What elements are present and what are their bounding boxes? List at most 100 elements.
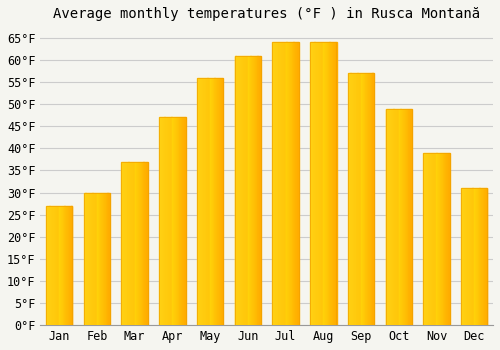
Bar bbox=[441, 153, 442, 325]
Bar bbox=[486, 188, 488, 325]
Bar bbox=[100, 193, 102, 325]
Bar bbox=[436, 153, 438, 325]
Bar bbox=[334, 42, 336, 325]
Bar bbox=[145, 162, 146, 325]
Bar bbox=[220, 78, 222, 325]
Bar bbox=[439, 153, 440, 325]
Bar bbox=[212, 78, 214, 325]
Bar bbox=[366, 73, 367, 325]
Bar bbox=[90, 193, 91, 325]
Bar bbox=[462, 188, 464, 325]
Bar bbox=[56, 206, 58, 325]
Bar bbox=[370, 73, 372, 325]
Bar bbox=[333, 42, 334, 325]
Bar bbox=[138, 162, 139, 325]
Bar bbox=[54, 206, 55, 325]
Bar bbox=[86, 193, 88, 325]
Bar bbox=[428, 153, 430, 325]
Bar bbox=[126, 162, 128, 325]
Bar bbox=[370, 73, 371, 325]
Bar bbox=[398, 108, 400, 325]
Bar bbox=[356, 73, 358, 325]
Bar bbox=[446, 153, 447, 325]
Bar bbox=[106, 193, 108, 325]
Bar bbox=[272, 42, 299, 325]
Bar bbox=[296, 42, 297, 325]
Bar bbox=[480, 188, 482, 325]
Bar bbox=[359, 73, 360, 325]
Bar bbox=[88, 193, 89, 325]
Bar bbox=[295, 42, 296, 325]
Bar bbox=[248, 56, 250, 325]
Bar bbox=[364, 73, 366, 325]
Bar bbox=[386, 108, 388, 325]
Bar bbox=[84, 193, 86, 325]
Bar bbox=[476, 188, 477, 325]
Bar bbox=[358, 73, 360, 325]
Bar bbox=[69, 206, 70, 325]
Bar bbox=[434, 153, 436, 325]
Bar bbox=[290, 42, 291, 325]
Bar bbox=[431, 153, 432, 325]
Bar bbox=[216, 78, 217, 325]
Bar bbox=[470, 188, 472, 325]
Bar bbox=[95, 193, 96, 325]
Bar bbox=[467, 188, 468, 325]
Bar bbox=[475, 188, 476, 325]
Bar bbox=[254, 56, 255, 325]
Bar bbox=[482, 188, 483, 325]
Bar bbox=[94, 193, 95, 325]
Bar bbox=[311, 42, 312, 325]
Bar bbox=[172, 118, 174, 325]
Bar bbox=[286, 42, 288, 325]
Bar bbox=[360, 73, 361, 325]
Bar bbox=[274, 42, 275, 325]
Bar bbox=[219, 78, 220, 325]
Bar bbox=[352, 73, 353, 325]
Bar bbox=[350, 73, 352, 325]
Title: Average monthly temperatures (°F ) in Rusca Montană: Average monthly temperatures (°F ) in Ru… bbox=[53, 7, 480, 21]
Bar bbox=[312, 42, 314, 325]
Bar bbox=[218, 78, 219, 325]
Bar bbox=[209, 78, 210, 325]
Bar bbox=[472, 188, 474, 325]
Bar bbox=[312, 42, 313, 325]
Bar bbox=[278, 42, 280, 325]
Bar bbox=[410, 108, 411, 325]
Bar bbox=[372, 73, 374, 325]
Bar bbox=[354, 73, 355, 325]
Bar bbox=[485, 188, 486, 325]
Bar bbox=[97, 193, 98, 325]
Bar bbox=[178, 118, 180, 325]
Bar bbox=[61, 206, 62, 325]
Bar bbox=[211, 78, 212, 325]
Bar bbox=[478, 188, 480, 325]
Bar bbox=[389, 108, 390, 325]
Bar bbox=[275, 42, 276, 325]
Bar bbox=[241, 56, 242, 325]
Bar bbox=[62, 206, 63, 325]
Bar bbox=[280, 42, 281, 325]
Bar bbox=[362, 73, 363, 325]
Bar bbox=[66, 206, 67, 325]
Bar bbox=[139, 162, 140, 325]
Bar bbox=[396, 108, 397, 325]
Bar bbox=[46, 206, 72, 325]
Bar bbox=[317, 42, 318, 325]
Bar bbox=[332, 42, 333, 325]
Bar bbox=[310, 42, 311, 325]
Bar bbox=[122, 162, 148, 325]
Bar bbox=[464, 188, 466, 325]
Bar bbox=[58, 206, 59, 325]
Bar bbox=[104, 193, 105, 325]
Bar bbox=[84, 193, 110, 325]
Bar bbox=[168, 118, 169, 325]
Bar bbox=[204, 78, 205, 325]
Bar bbox=[468, 188, 469, 325]
Bar bbox=[102, 193, 103, 325]
Bar bbox=[324, 42, 325, 325]
Bar bbox=[310, 42, 336, 325]
Bar bbox=[461, 188, 462, 325]
Bar bbox=[430, 153, 432, 325]
Bar bbox=[326, 42, 327, 325]
